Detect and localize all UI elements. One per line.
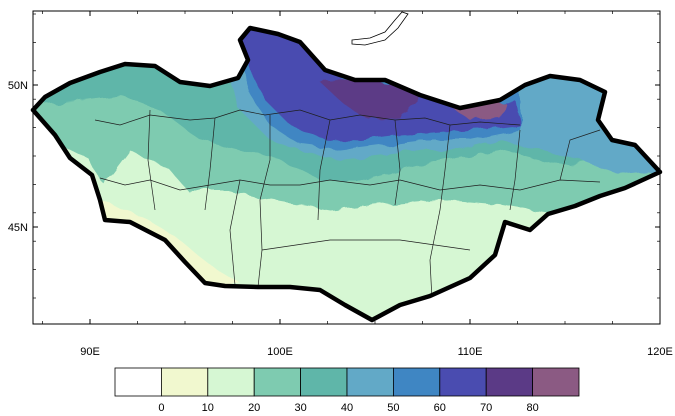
y-tick-labels: 50N 45N [8, 80, 28, 234]
colorbar: 0 10 20 30 40 50 60 70 80 [114, 367, 580, 414]
province-boundaries [94, 109, 601, 301]
precipitation-field [33, 28, 660, 320]
axis-ticks [33, 11, 661, 324]
x-tick-label: 120E [647, 346, 673, 358]
y-tick-label: 50N [8, 80, 28, 92]
colorbar-label: 20 [248, 402, 260, 414]
x-tick-label: 100E [267, 346, 293, 358]
colorbar-swatch [207, 367, 255, 397]
colorbar-swatch [532, 367, 580, 397]
x-tick-label: 90E [80, 346, 100, 358]
colorbar-swatch [253, 367, 301, 397]
x-tick-label: 110E [458, 346, 483, 358]
colorbar-label: 40 [341, 402, 353, 414]
colorbar-swatch [485, 367, 534, 397]
colorbar-swatch [392, 367, 441, 397]
colorbar-swatch [346, 367, 394, 397]
x-tick-labels: 90E 100E 110E 120E [80, 346, 673, 358]
colorbar-label: 60 [434, 402, 446, 414]
colorbar-swatch [439, 367, 487, 397]
lake-outline [351, 11, 409, 46]
colorbar-swatch [114, 367, 162, 397]
y-tick-label: 45N [8, 222, 28, 234]
country-outline [30, 25, 663, 323]
colorbar-label: 0 [158, 402, 164, 414]
colorbar-swatch [300, 367, 348, 397]
axis-minor-ticks [33, 11, 660, 324]
colorbar-label: 80 [526, 402, 538, 414]
colorbar-label: 10 [202, 402, 214, 414]
map-frame [32, 10, 661, 325]
colorbar-label: 50 [387, 402, 399, 414]
colorbar-swatch [160, 367, 209, 397]
colorbar-label: 30 [294, 402, 306, 414]
colorbar-label: 70 [480, 402, 492, 414]
